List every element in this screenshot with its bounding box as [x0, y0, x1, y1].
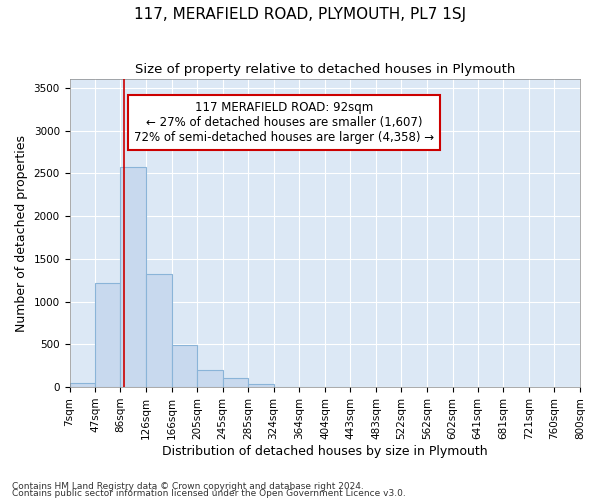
Bar — [70, 383, 95, 387]
Text: Contains public sector information licensed under the Open Government Licence v3: Contains public sector information licen… — [12, 489, 406, 498]
X-axis label: Distribution of detached houses by size in Plymouth: Distribution of detached houses by size … — [162, 444, 488, 458]
Bar — [172, 345, 197, 387]
Text: Contains HM Land Registry data © Crown copyright and database right 2024.: Contains HM Land Registry data © Crown c… — [12, 482, 364, 491]
Bar — [223, 378, 248, 387]
Bar — [197, 370, 223, 387]
Bar — [121, 168, 146, 387]
Title: Size of property relative to detached houses in Plymouth: Size of property relative to detached ho… — [134, 62, 515, 76]
Text: 117 MERAFIELD ROAD: 92sqm
← 27% of detached houses are smaller (1,607)
72% of se: 117 MERAFIELD ROAD: 92sqm ← 27% of detac… — [134, 101, 434, 144]
Bar — [248, 384, 274, 387]
Text: 117, MERAFIELD ROAD, PLYMOUTH, PL7 1SJ: 117, MERAFIELD ROAD, PLYMOUTH, PL7 1SJ — [134, 8, 466, 22]
Bar — [95, 283, 121, 387]
Bar — [146, 274, 172, 387]
Y-axis label: Number of detached properties: Number of detached properties — [15, 135, 28, 332]
